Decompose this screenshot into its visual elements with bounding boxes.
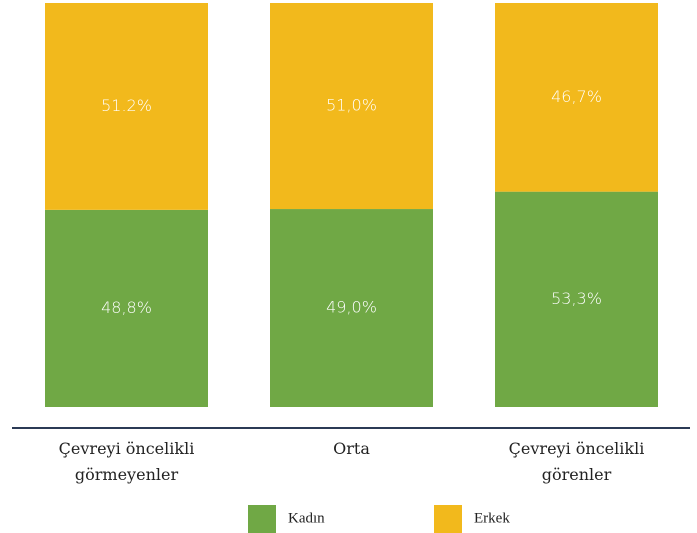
data-label: 53,3%: [551, 289, 602, 308]
x-tick-label: Orta: [333, 439, 370, 458]
legend-label: Erkek: [474, 510, 510, 526]
data-label: 46,7%: [551, 87, 602, 106]
bar-segment: [495, 191, 658, 407]
data-label: 51.2%: [101, 96, 152, 115]
legend-label: Kadın: [288, 510, 325, 526]
x-tick-label: Çevreyi öncelikli görmeyenler: [58, 439, 195, 484]
bar-segment: [495, 3, 658, 192]
legend-swatch: [248, 505, 276, 533]
bar-segment: [45, 209, 208, 407]
bar-segment: [45, 3, 208, 210]
data-label: 48,8%: [101, 298, 152, 317]
x-tick-label: Çevreyi öncelikli görenler: [508, 439, 645, 484]
bar-segment: [270, 209, 433, 407]
legend-swatch: [434, 505, 462, 533]
data-label: 51,0%: [326, 96, 377, 115]
bar-segment: [270, 3, 433, 210]
data-label: 49,0%: [326, 298, 377, 317]
